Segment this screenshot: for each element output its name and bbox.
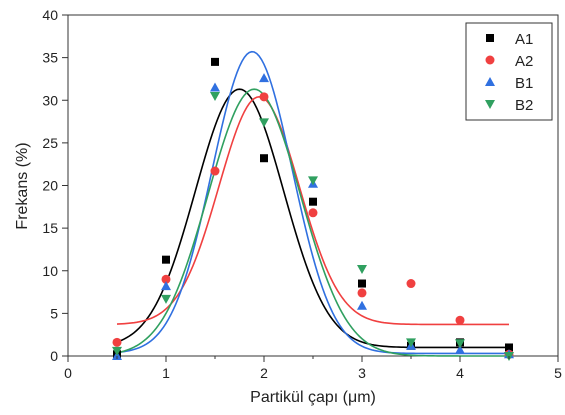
y-tick-label: 5 <box>50 305 58 321</box>
point-a2 <box>210 166 220 176</box>
x-tick-label: 5 <box>554 365 562 381</box>
y-tick-label: 30 <box>42 92 58 108</box>
point-b1 <box>259 73 269 83</box>
x-axis-title: Partikül çapı (μm) <box>250 389 376 406</box>
fit-curve-b1 <box>116 50 509 355</box>
x-tick-label: 4 <box>456 365 464 381</box>
point-a2 <box>259 92 269 102</box>
y-tick-label: 20 <box>42 178 58 194</box>
y-tick-label: 10 <box>42 263 58 279</box>
point-b2 <box>210 91 220 101</box>
point-a2 <box>308 208 318 218</box>
x-tick-label: 2 <box>260 365 268 381</box>
fit-curve-a1 <box>116 88 509 349</box>
legend-marker-b2 <box>485 100 495 109</box>
point-b2 <box>406 338 416 348</box>
point-a1 <box>211 57 219 66</box>
point-a1 <box>162 255 170 264</box>
point-a1 <box>358 279 366 288</box>
y-axis: 0 5 10 15 20 25 30 35 40 <box>42 7 68 364</box>
legend-label-b2: B2 <box>515 97 533 114</box>
point-b2 <box>259 118 269 128</box>
point-a2 <box>161 274 171 284</box>
legend-marker-a1 <box>486 34 494 42</box>
y-tick-label: 0 <box>50 348 58 364</box>
point-a2 <box>357 288 367 298</box>
point-a2 <box>112 337 122 347</box>
x-axis: 0 1 2 3 4 5 <box>64 356 562 381</box>
point-a2 <box>455 315 465 325</box>
point-b1 <box>210 82 220 92</box>
point-b2 <box>308 176 318 186</box>
legend-marker-a2 <box>485 55 495 65</box>
point-a1 <box>260 154 268 163</box>
point-b1 <box>455 345 465 355</box>
legend-label-b1: B1 <box>515 75 533 92</box>
fit-curves <box>116 50 509 357</box>
legend: A1 A2 B1 B2 <box>465 22 553 121</box>
y-tick-label: 15 <box>42 220 58 236</box>
point-b2 <box>357 265 367 275</box>
legend-label-a1: A1 <box>515 31 533 48</box>
y-tick-label: 25 <box>42 135 58 151</box>
fit-curve-b2 <box>116 88 509 357</box>
y-axis-title: Frekans (%) <box>14 142 31 229</box>
point-b2 <box>112 346 122 356</box>
point-a1 <box>505 343 513 352</box>
point-a1 <box>309 197 317 206</box>
x-tick-label: 0 <box>64 365 72 381</box>
x-tick-label: 3 <box>358 365 366 381</box>
y-tick-label: 40 <box>42 7 58 23</box>
legend-marker-b1 <box>485 77 495 86</box>
point-a2 <box>406 279 416 289</box>
point-b2 <box>161 294 171 304</box>
point-b1 <box>357 300 367 310</box>
point-b2 <box>455 339 465 349</box>
legend-label-a2: A2 <box>515 53 533 70</box>
legend-box <box>465 22 553 121</box>
x-tick-label: 1 <box>162 365 170 381</box>
y-tick-label: 35 <box>42 50 58 66</box>
data-points <box>112 57 514 361</box>
point-b1 <box>161 281 171 291</box>
